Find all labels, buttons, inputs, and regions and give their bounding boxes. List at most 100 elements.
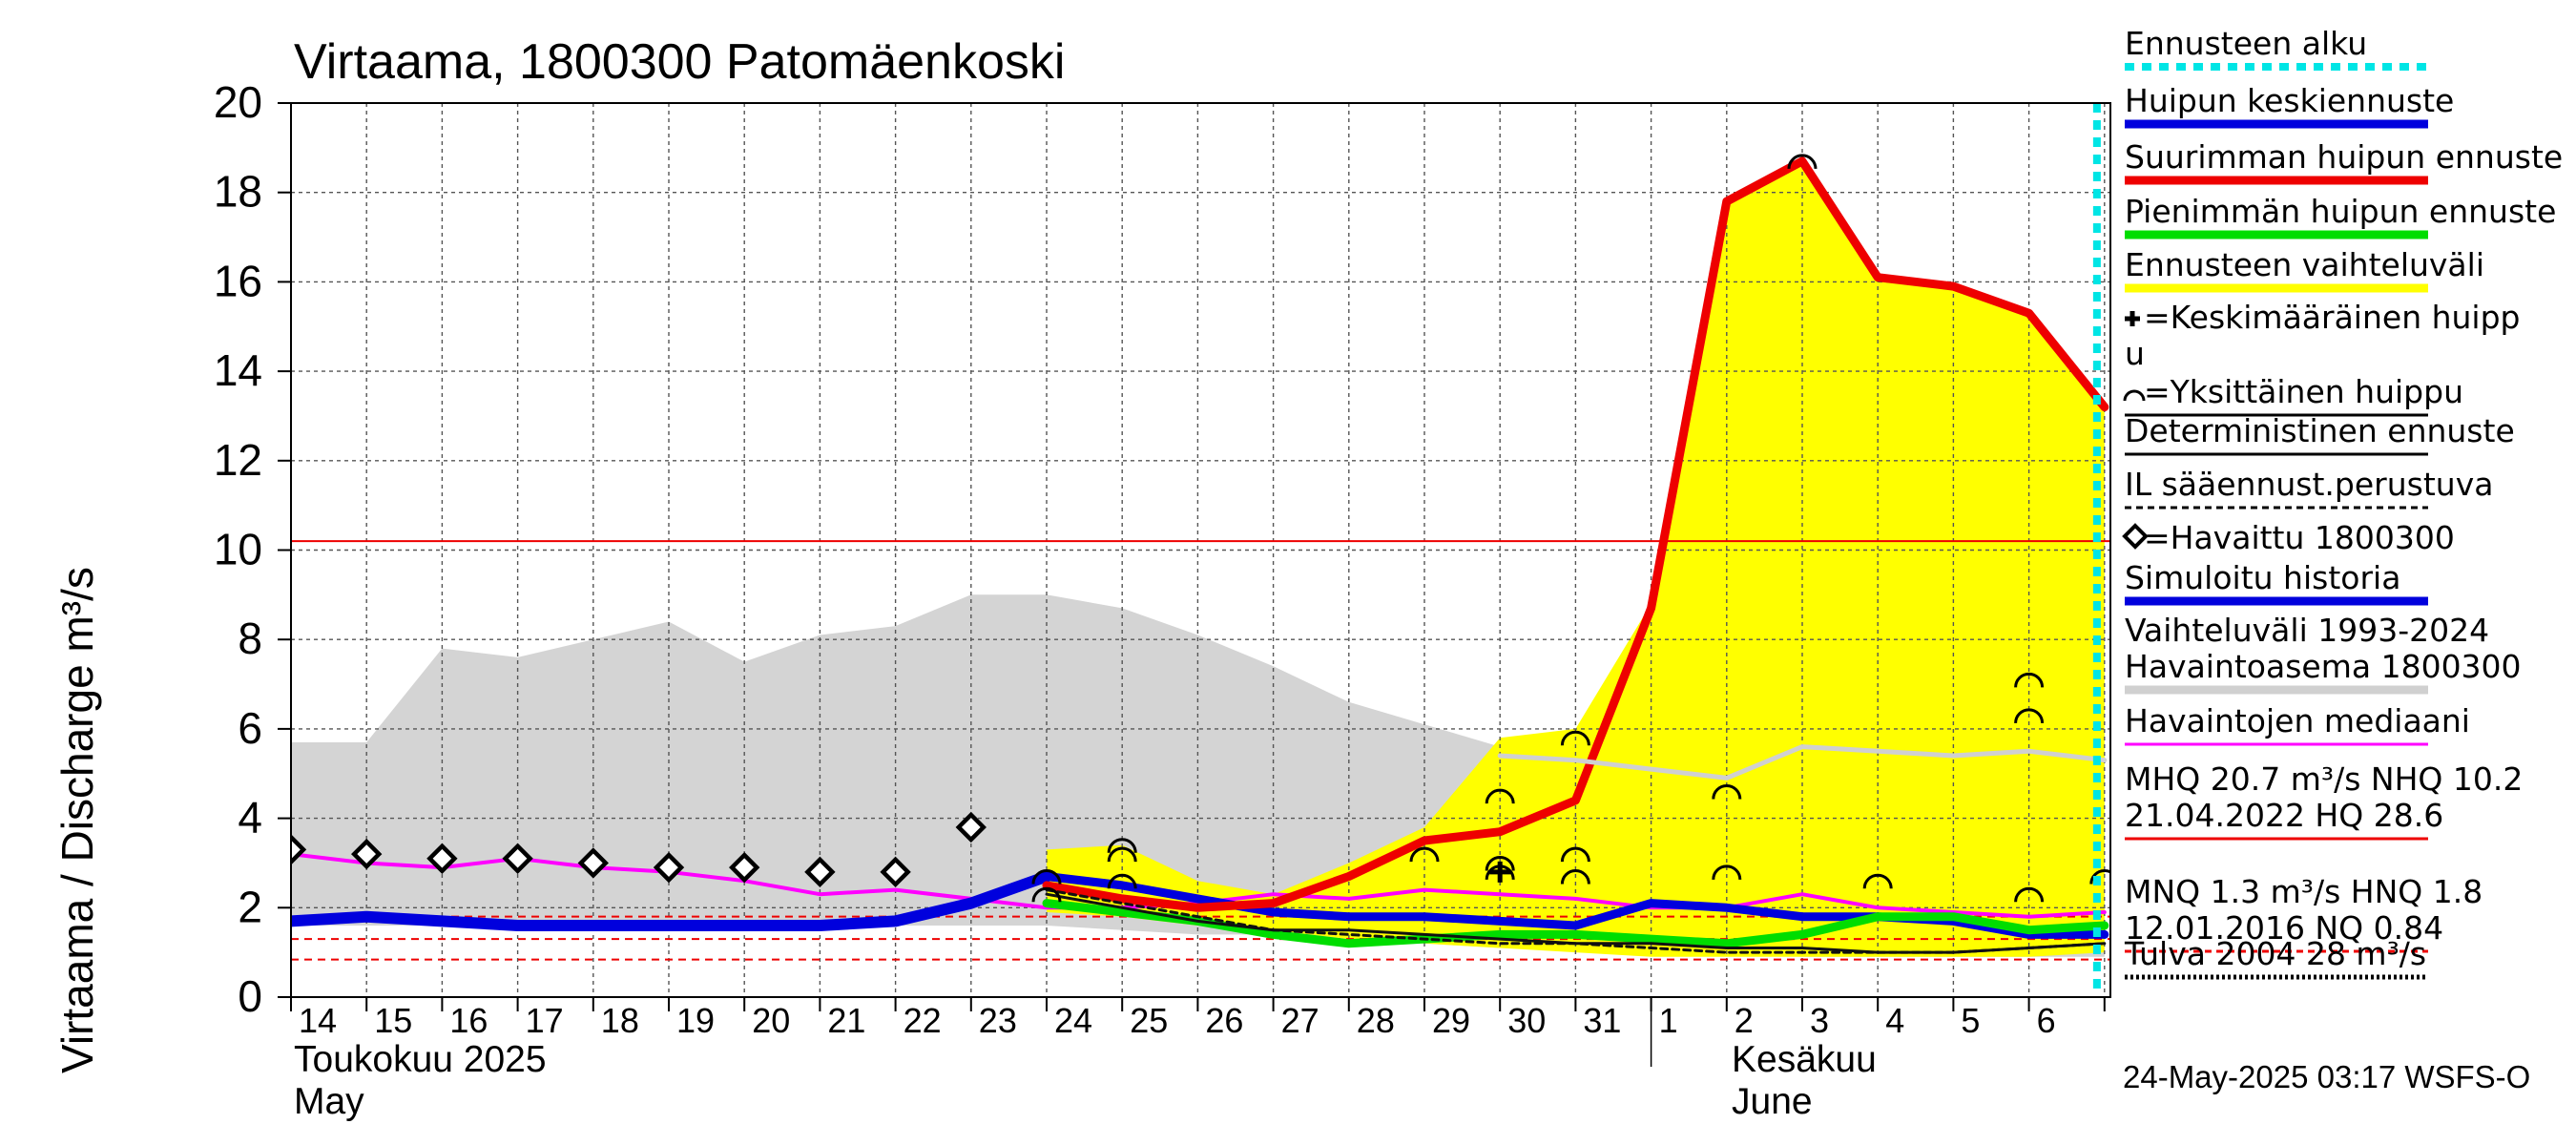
legend-plus-icon	[2125, 311, 2140, 326]
x-tick-label: 24	[1054, 1001, 1092, 1040]
y-tick-label: 10	[214, 525, 262, 574]
observed-point	[955, 811, 987, 843]
legend-label-second-line: 12.01.2016 NQ 0.84	[2125, 909, 2443, 947]
legend-label: Simuloitu historia	[2125, 559, 2400, 596]
x-tick-labels: 14 15 16 17 18 19 20 21 22 23 24 25 26 27 28 29 30 31 1 2 3 4…	[290, 997, 2106, 1067]
y-tick-label: 6	[238, 703, 262, 753]
series-line	[1042, 899, 2109, 948]
plot-clipped-layer	[291, 103, 2110, 997]
x-tick-label: 20	[752, 1001, 790, 1040]
y-tick-label: 20	[214, 77, 262, 127]
forecast-band	[1047, 156, 2105, 957]
single-peak-marker	[1031, 869, 1062, 885]
y-tick-label: 18	[214, 167, 262, 217]
month-label-june-en: June	[1732, 1081, 1813, 1122]
single-peak-marker	[2014, 708, 2045, 723]
legend-label-second-line: 21.04.2022 HQ 28.6	[2125, 797, 2443, 834]
legend-label: Pienimmän huipun ennuste	[2125, 193, 2556, 230]
y-tick-label: 16	[214, 256, 262, 305]
x-tick-label: 31	[1583, 1001, 1621, 1040]
legend-label: =Havaittu 1800300	[2144, 519, 2455, 556]
single-peak-marker	[1031, 886, 1062, 903]
x-tick-label: 29	[1432, 1001, 1470, 1040]
single-peak-marker	[1712, 784, 1742, 800]
legend-label-second-line: u	[2125, 335, 2145, 372]
x-tick-label: 30	[1507, 1001, 1546, 1040]
y-tick-label: 0	[238, 971, 262, 1021]
observed-point	[291, 834, 307, 865]
legend-label: Havaintojen mediaani	[2125, 702, 2470, 739]
single-peak-marker	[1560, 846, 1590, 863]
single-peak-marker	[1712, 864, 1742, 880]
series-line	[1497, 744, 2108, 781]
single-peak-marker	[1107, 838, 1137, 853]
x-tick-label: 15	[374, 1001, 412, 1040]
legend-label: =Yksittäinen huippu	[2144, 373, 2463, 410]
x-tick-label: 23	[979, 1001, 1017, 1040]
footer-timestamp: 24-May-2025 03:17 WSFS-O	[2123, 1059, 2530, 1094]
legend-label: MHQ 20.7 m³/s NHQ 10.2	[2125, 760, 2523, 798]
month-label-may: Toukokuu 2025	[294, 1039, 547, 1080]
chart-title: Virtaama, 1800300 Patomäenkoski	[294, 34, 1065, 90]
single-peak-marker	[2014, 886, 2045, 903]
x-tick-label: 14	[299, 1001, 337, 1040]
y-tick-labels: 0 2 4 6 8 10 12 14 16 18 20	[214, 77, 291, 1021]
legend-label: Ennusteen alku	[2125, 25, 2367, 62]
x-tick-label: 2	[1735, 1001, 1754, 1040]
y-tick-label: 14	[214, 345, 262, 395]
single-peak-marker	[1107, 873, 1137, 889]
legend-diamond-icon	[2122, 523, 2149, 550]
legend-label: Ennusteen vaihteluväli	[2125, 246, 2484, 283]
mean-peak-marker	[1489, 861, 1511, 883]
legend: Ennusteen alku Huipun keskiennuste Suurimm…	[2122, 25, 2563, 980]
legend-label: MNQ 1.3 m³/s HNQ 1.8	[2125, 873, 2483, 910]
series-line	[1042, 156, 2109, 912]
x-tick-label: 27	[1281, 1001, 1319, 1040]
single-peak-marker	[1409, 846, 1440, 863]
x-tick-label: 18	[601, 1001, 639, 1040]
single-peak-marker	[2089, 869, 2110, 885]
x-tick-label: 1	[1659, 1001, 1678, 1040]
single-peak-marker	[1560, 869, 1590, 885]
x-tick-label: 3	[1810, 1001, 1829, 1040]
series-line	[1045, 888, 2107, 954]
y-tick-label: 4	[238, 793, 262, 843]
observed-point	[729, 851, 760, 884]
observed-point	[577, 847, 609, 879]
legend-label: Vaihteluväli 1993-2024	[2125, 612, 2489, 649]
single-peak-marker	[1485, 856, 1515, 871]
single-peak-marker	[2014, 672, 2045, 688]
y-tick-label: 2	[238, 882, 262, 931]
observed-point	[880, 856, 911, 888]
legend-label: Suurimman huipun ennuste	[2125, 138, 2563, 176]
x-tick-label: 22	[904, 1001, 942, 1040]
observed-point	[502, 843, 533, 874]
y-tick-label: 12	[214, 435, 262, 485]
legend-label: IL sääennust.perustuva	[2125, 466, 2493, 503]
legend-label: =Keskimääräinen huipp	[2144, 299, 2521, 336]
legend-label-second-line: Havaintoasema 1800300	[2125, 648, 2522, 685]
x-tick-label: 17	[526, 1001, 564, 1040]
single-peak-marker	[1107, 846, 1137, 863]
single-peak-marker	[1485, 788, 1515, 804]
legend-label: Huipun keskiennuste	[2125, 82, 2454, 119]
observed-point	[351, 838, 383, 870]
single-peak-marker	[1787, 154, 1818, 170]
y-axis-label: Virtaama / Discharge m³/s	[52, 567, 102, 1073]
x-tick-label: 25	[1130, 1001, 1168, 1040]
single-peak-marker	[1560, 730, 1590, 746]
x-tick-label: 19	[676, 1001, 715, 1040]
x-tick-label: 16	[449, 1001, 488, 1040]
x-tick-label: 4	[1885, 1001, 1904, 1040]
x-tick-label: 28	[1357, 1001, 1395, 1040]
month-label-june: Kesäkuu	[1732, 1039, 1877, 1080]
month-label-may-en: May	[294, 1081, 364, 1122]
x-tick-label: 6	[2037, 1001, 2056, 1040]
legend-label: Tulva 2004 28 m³/s	[2124, 935, 2426, 972]
single-peak-marker	[1862, 873, 1893, 889]
legend-arc-icon	[2123, 389, 2146, 402]
y-tick-label: 8	[238, 614, 262, 663]
x-tick-label: 21	[827, 1001, 865, 1040]
legend-label: Deterministinen ennuste	[2125, 412, 2515, 449]
